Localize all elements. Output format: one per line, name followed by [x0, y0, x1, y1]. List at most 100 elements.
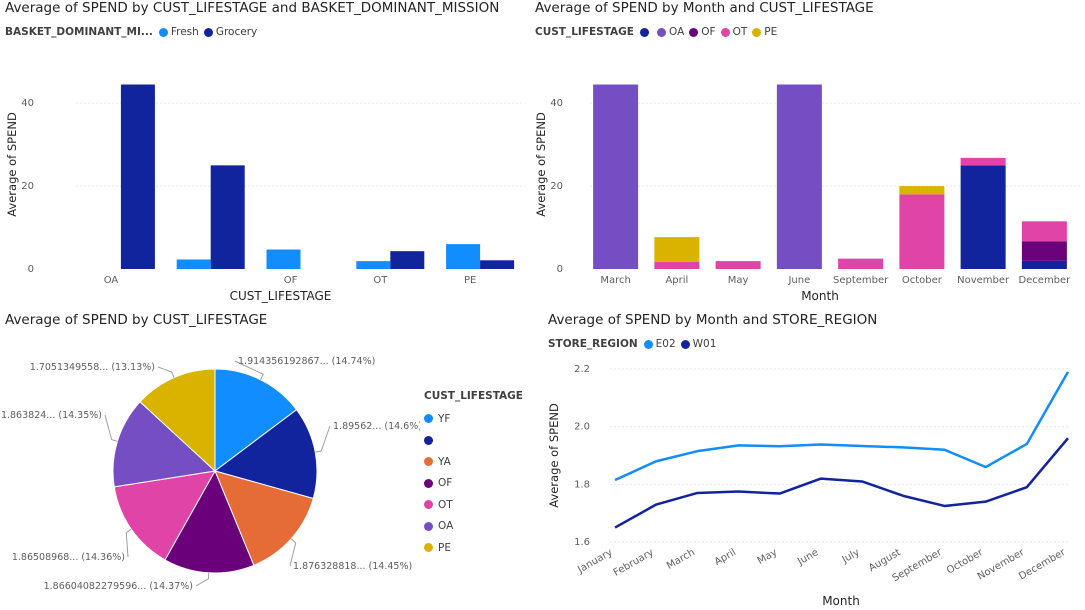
x-tick-label: April	[665, 275, 688, 286]
legend-title: CUST_LIFESTAGE	[424, 390, 523, 402]
pie-leader-line	[195, 572, 210, 587]
y-tick-label: 1.8	[574, 479, 590, 490]
y-tick-label: 0	[28, 264, 34, 275]
series-line	[614, 371, 1070, 482]
legend-dot-icon	[424, 414, 433, 424]
pie-leader-line	[125, 528, 132, 558]
legend-label: Fresh	[170, 26, 199, 38]
chart-legend: BASKET_DOMINANT_MI... Fresh Grocery	[5, 26, 262, 38]
x-tick-label: June	[787, 275, 810, 286]
pie-slice	[214, 368, 298, 473]
legend-item-pe[interactable]: PE	[424, 537, 523, 559]
bar-segment	[1021, 221, 1067, 242]
legend-dot-icon	[720, 27, 730, 37]
legend-item-ot[interactable]: OT	[424, 494, 523, 516]
bar-segment	[899, 186, 945, 195]
pie-slice	[214, 470, 314, 566]
legend-label: YF	[438, 412, 451, 425]
y-tick-label: 2.0	[574, 422, 590, 433]
x-tick-label: OA	[104, 275, 119, 286]
legend-label: E02	[655, 338, 676, 350]
legend-label: OA	[668, 26, 685, 38]
pie-slice	[113, 470, 216, 561]
chart-legend: STORE_REGION E02 W01	[548, 338, 721, 350]
series-line	[614, 437, 1069, 529]
x-tick-label: February	[612, 547, 656, 579]
chart-plot: 0 20 40 OA OF OT PE CUST_LIFESTAGE Average of SP…	[5, 84, 525, 303]
bar-segment	[654, 237, 700, 262]
bar-segment	[838, 258, 884, 269]
chart-plot: 0 20 40 March April May June September October No…	[534, 84, 1080, 303]
legend-item-ya[interactable]: YA	[424, 451, 523, 473]
legend-item-e02[interactable]: E02	[643, 338, 676, 350]
legend-item-oa[interactable]: OA	[424, 516, 523, 538]
pie-leader-line	[234, 360, 264, 380]
pie-data-label: 1.914356192867... (14.74%)	[238, 356, 375, 367]
x-tick-label: May	[728, 275, 749, 286]
legend-item-blank[interactable]	[639, 27, 652, 37]
chart-title: Average of SPEND by CUST_LIFESTAGE	[5, 312, 268, 328]
legend-label: OT	[438, 498, 453, 511]
legend-dot-icon	[752, 27, 762, 37]
bar-segment	[654, 261, 700, 269]
chart-title: Average of SPEND by CUST_LIFESTAGE and B…	[5, 0, 500, 16]
legend-dot-icon	[680, 339, 690, 349]
pie-data-label: 1.876328818... (14.45%)	[293, 561, 412, 572]
pie-slice	[139, 368, 216, 473]
y-tick-label: 40	[21, 98, 34, 109]
legend-label: OT	[732, 26, 748, 38]
bar-segment	[593, 84, 639, 270]
chart-spend-by-month-region: Average of SPEND by Month and STORE_REGI…	[543, 312, 1085, 610]
legend-item-of[interactable]: OF	[689, 26, 716, 38]
legend-dot-icon	[203, 27, 213, 37]
x-tick-label: OF	[284, 275, 298, 286]
legend-dot-icon	[639, 27, 649, 37]
bar-segment	[899, 194, 945, 269]
legend-label: OA	[438, 520, 454, 533]
y-tick-label: 2.2	[574, 364, 590, 375]
y-axis-title: Average of SPEND	[5, 112, 19, 217]
legend-label: PE	[764, 26, 778, 38]
legend-label: W01	[692, 338, 717, 350]
y-tick-label: 0	[557, 264, 563, 275]
bar-segment	[1021, 260, 1067, 269]
legend-title: STORE_REGION	[548, 338, 638, 350]
legend-label: OF	[701, 26, 716, 38]
pie-leader-line	[104, 414, 118, 442]
legend-dot-icon	[158, 27, 168, 37]
bar	[176, 259, 211, 269]
legend-title: CUST_LIFESTAGE	[535, 26, 634, 38]
pie-data-label: 1.7051349558... (13.13%)	[30, 362, 155, 373]
x-axis-title: Month	[822, 594, 860, 608]
legend-item-grocery[interactable]: Grocery	[203, 26, 258, 38]
legend-dot-icon	[424, 543, 433, 553]
y-tick-label: 1.6	[574, 537, 590, 548]
x-tick-label: March	[665, 547, 697, 572]
y-tick-label: 20	[550, 181, 563, 192]
pie-leader-line	[315, 425, 331, 453]
legend-item-w01[interactable]: W01	[680, 338, 717, 350]
legend-item-of[interactable]: OF	[424, 473, 523, 495]
chart-title: Average of SPEND by Month and STORE_REGI…	[548, 312, 878, 328]
x-axis-title: CUST_LIFESTAGE	[230, 289, 332, 303]
y-axis-title: Average of SPEND	[534, 112, 548, 217]
legend-item-ot[interactable]: OT	[720, 26, 748, 38]
pie-leader-line	[289, 538, 297, 567]
legend-label: OF	[438, 477, 453, 490]
x-tick-label: OT	[373, 275, 388, 286]
legend-item-fresh[interactable]: Fresh	[158, 26, 199, 38]
bar-segment	[960, 165, 1006, 269]
legend-item-yf[interactable]: YF	[424, 408, 523, 430]
legend-item-pe[interactable]: PE	[752, 26, 777, 38]
pie-plot: 1.914356192867... (14.74%) 1.89562... (14…	[1, 356, 420, 592]
legend-label: Grocery	[215, 26, 258, 38]
pie-slice	[213, 409, 318, 500]
chart-spend-pie-lifestage: Average of SPEND by CUST_LIFESTAGE	[0, 312, 530, 610]
x-tick-label: January	[575, 547, 614, 576]
legend-dot-icon	[424, 435, 433, 445]
legend-item-oa[interactable]: OA	[656, 26, 685, 38]
pie-data-label: 1.89562... (14.6%)	[333, 421, 420, 432]
legend-item-blank[interactable]	[424, 430, 523, 452]
x-tick-label: October	[902, 275, 943, 286]
